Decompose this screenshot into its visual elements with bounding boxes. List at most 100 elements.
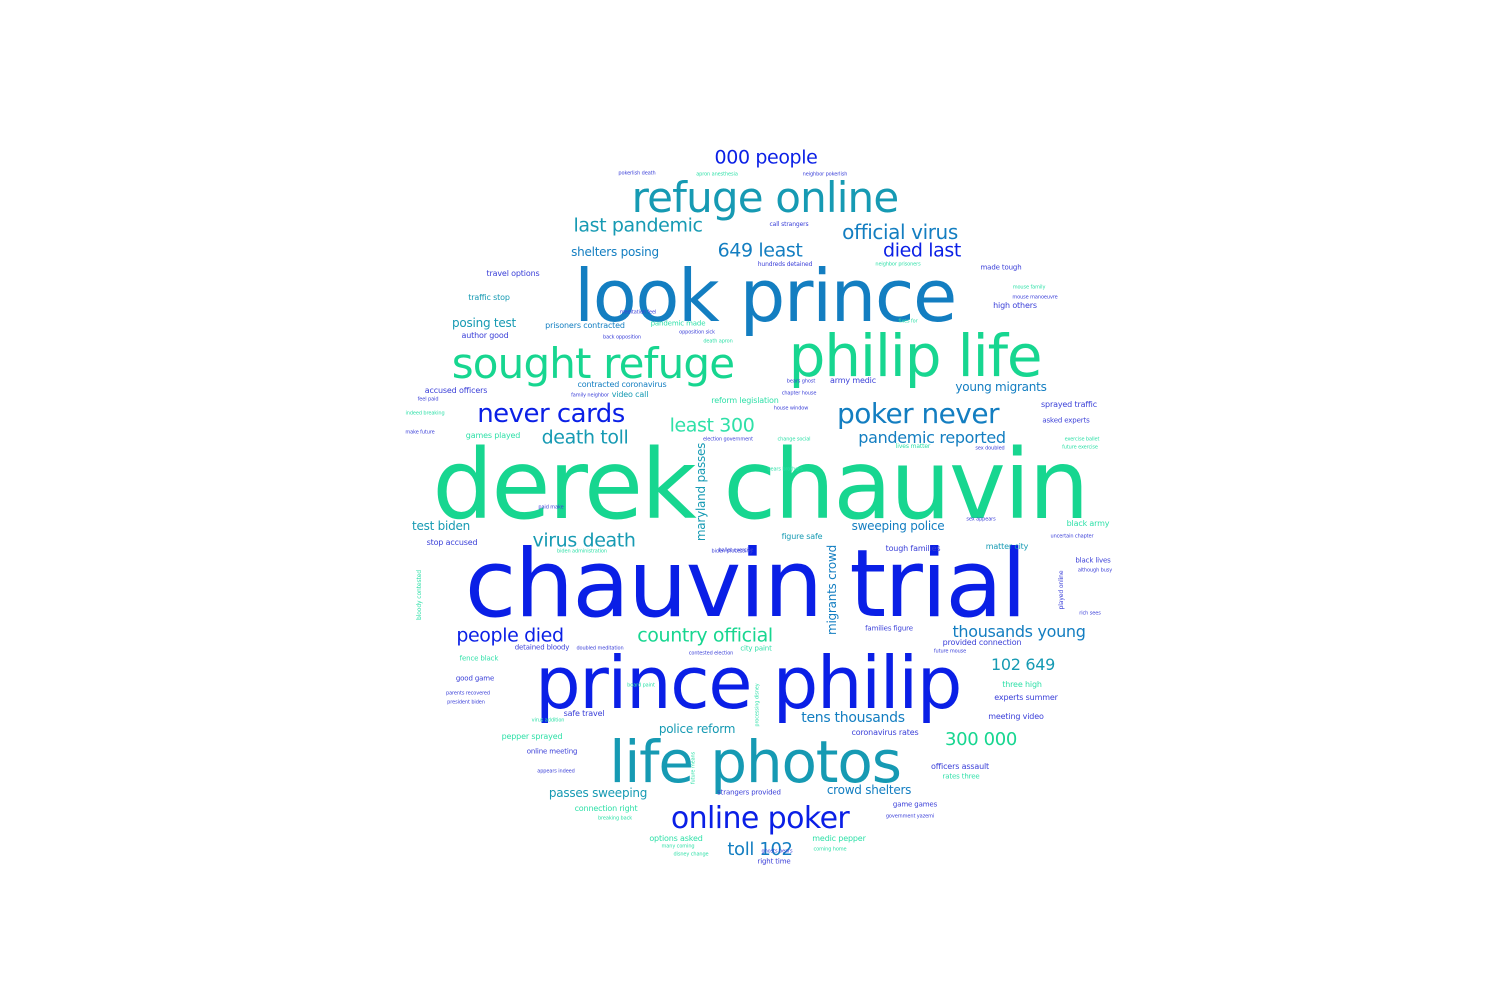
word: rates three xyxy=(942,772,980,781)
word: mouse manoeuvre xyxy=(1012,294,1058,301)
word: although busy xyxy=(1077,567,1113,574)
word: bears brothers xyxy=(767,466,803,473)
word: game games xyxy=(892,800,938,809)
word: opposition sick xyxy=(679,329,715,336)
word: many coming xyxy=(661,843,695,850)
word: online meeting xyxy=(526,747,578,756)
word: breaking back xyxy=(597,815,633,822)
word: author good xyxy=(461,331,509,340)
word: made tough xyxy=(980,263,1022,272)
word: rich sees xyxy=(1079,610,1101,617)
word: virus addition xyxy=(531,717,565,724)
word: migrants crowd xyxy=(825,545,839,635)
word: future means xyxy=(690,751,697,785)
word: sought refuge xyxy=(451,339,735,388)
word: safe travel xyxy=(563,709,605,718)
word: video call xyxy=(611,390,649,399)
word: experts summer xyxy=(994,693,1058,702)
word: prisoners contracted xyxy=(545,321,625,330)
word: options asked xyxy=(649,834,703,843)
word: philip life xyxy=(788,322,1043,390)
word: look prince xyxy=(574,254,957,338)
word: black lives xyxy=(1075,556,1111,565)
word: poker never xyxy=(837,397,999,430)
word: chapter house xyxy=(781,390,817,397)
word: back opposition xyxy=(602,334,642,341)
word: contracted coronavirus xyxy=(577,380,667,389)
word: lives matter xyxy=(895,443,931,450)
word: disney change xyxy=(673,851,709,858)
word: sex doubled xyxy=(975,445,1005,452)
word: 102 649 xyxy=(991,655,1055,674)
word: ballet exercise xyxy=(718,547,754,554)
word: processing disney xyxy=(754,683,761,727)
word: biden processing xyxy=(711,548,753,555)
word: refuge online xyxy=(631,173,899,222)
word: exercise ballet xyxy=(1064,436,1100,443)
word: neighbor prisoners xyxy=(875,261,921,268)
word: country official xyxy=(637,624,773,647)
word: biden administration xyxy=(557,548,607,555)
word: death apron xyxy=(703,338,733,345)
word: doubled meditation xyxy=(576,645,624,652)
word: fence black xyxy=(459,654,499,663)
word: official virus xyxy=(842,220,958,244)
word: good game xyxy=(455,674,495,683)
word: contested election xyxy=(688,650,734,657)
word: test biden xyxy=(411,519,471,533)
word: 300 000 xyxy=(945,729,1017,750)
word: crowd shelters xyxy=(826,783,912,797)
word: bears ghost xyxy=(786,378,816,385)
word: families figure xyxy=(865,624,913,633)
word: tens thousands xyxy=(801,710,905,726)
word: ghosts bears xyxy=(761,848,793,855)
word: shelters posing xyxy=(571,245,659,259)
word: death toll xyxy=(541,426,629,449)
word: call strangers xyxy=(769,221,809,228)
word: life photos xyxy=(609,728,902,796)
word: played online xyxy=(1058,570,1065,610)
word: pandemic made xyxy=(650,319,706,328)
word: tough families xyxy=(885,544,941,553)
word: sweeping police xyxy=(851,519,945,533)
word: accused officers xyxy=(424,386,488,395)
word: strangers provided xyxy=(717,788,781,797)
word: provided connection xyxy=(942,638,1022,647)
word: fixes for xyxy=(898,318,918,325)
word: appears indeed xyxy=(537,768,575,775)
word: medic pepper xyxy=(812,834,866,843)
word: maryland passes xyxy=(694,442,708,542)
word: figure safe xyxy=(781,532,823,541)
word: travel options xyxy=(486,269,540,278)
word: last pandemic xyxy=(573,214,703,237)
word: three high xyxy=(1002,680,1042,689)
word: family neighbor xyxy=(571,392,609,399)
word: election government xyxy=(702,436,754,443)
word: house window xyxy=(773,405,809,412)
word: black army xyxy=(1066,519,1110,528)
word: future exercise xyxy=(1062,444,1098,451)
word: people died xyxy=(456,624,564,647)
word: passes sweeping xyxy=(548,786,648,800)
word: prince philip xyxy=(534,641,962,725)
word: feel paid xyxy=(417,396,439,403)
word: coronavirus rates xyxy=(851,728,919,737)
word: army medic xyxy=(830,376,876,385)
word: uncertain chapter xyxy=(1050,533,1094,540)
word: never cards xyxy=(477,399,625,429)
word: pepper sprayed xyxy=(501,732,563,741)
word: neighbor pokerlish xyxy=(802,171,848,178)
word: sprayed traffic xyxy=(1041,400,1097,409)
word: change social xyxy=(777,436,811,443)
word: least 300 xyxy=(669,414,755,437)
word: asked experts xyxy=(1042,416,1090,425)
word: bloody contested xyxy=(416,570,423,620)
word: reform legislation xyxy=(711,396,779,405)
word: stop accused xyxy=(426,538,478,547)
word: matter city xyxy=(985,542,1029,551)
word: chauvin trial xyxy=(464,530,1027,639)
word: traffic stop xyxy=(468,293,510,302)
word: right time xyxy=(757,857,791,866)
word: toll 102 xyxy=(727,839,793,860)
